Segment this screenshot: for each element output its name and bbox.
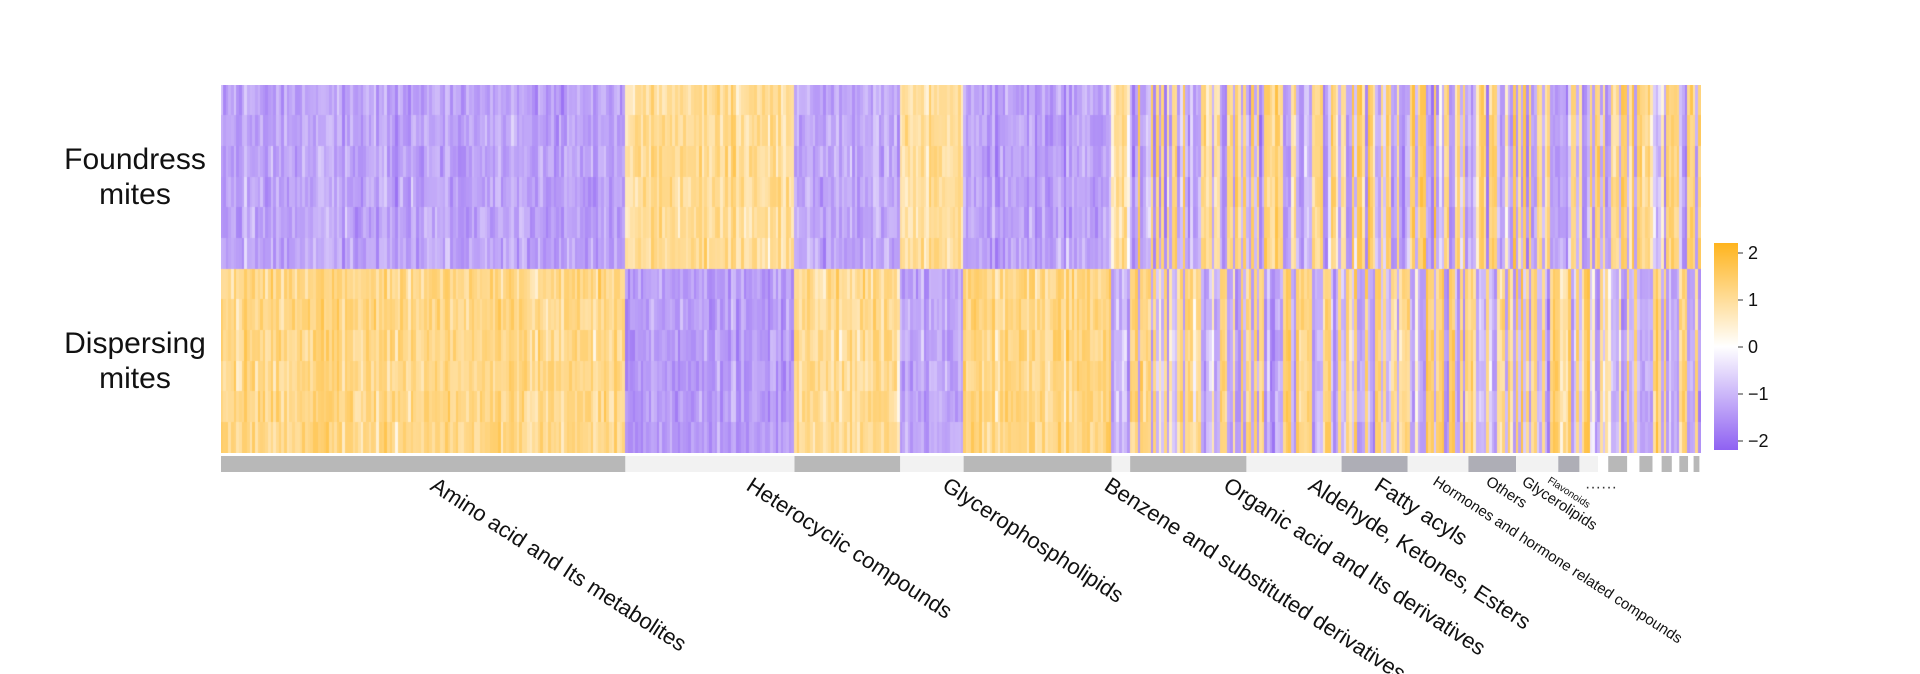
row-group-label-foundress: Foundress mites	[35, 142, 235, 212]
category-annotation-segment	[1407, 456, 1469, 472]
category-annotation-segment	[1130, 456, 1247, 472]
category-ellipsis: ······	[1585, 479, 1617, 496]
category-annotation-segment	[1693, 456, 1700, 472]
row-group-label-line: mites	[99, 178, 171, 211]
category-annotation-segment	[1111, 456, 1131, 472]
category-annotation-segment	[900, 456, 964, 472]
category-annotation-bar	[221, 456, 1700, 472]
category-annotation-segment	[1579, 456, 1598, 472]
color-scale-tick-label: 0	[1748, 337, 1758, 357]
category-annotation-segment	[625, 456, 795, 472]
category-annotation-segment	[1661, 456, 1672, 472]
row-group-label-line: Dispersing	[64, 327, 206, 360]
category-annotation-segment	[1608, 456, 1628, 472]
color-scale-tick-label: 1	[1748, 290, 1758, 310]
category-label: Amino acid and Its metabolites	[426, 472, 691, 656]
category-label: Heterocyclic compounds	[742, 472, 957, 624]
category-annotation-segment	[963, 456, 1112, 472]
category-annotation-segment	[1558, 456, 1580, 472]
category-annotation-segment	[1468, 456, 1516, 472]
category-annotation-segment	[1246, 456, 1342, 472]
color-scale-ticks: 2 1 0 −1 −2	[1738, 243, 1769, 451]
category-annotation-segment	[1341, 456, 1408, 472]
heatmap-cells	[221, 85, 1701, 453]
category-annotation-segment	[1679, 456, 1689, 472]
category-labels: Amino acid and Its metabolites Heterocycl…	[426, 472, 1685, 674]
color-scale-tick-label: −2	[1748, 431, 1769, 451]
row-group-label-dispersing: Dispersing mites	[35, 326, 235, 396]
color-scale-tick-label: 2	[1748, 243, 1758, 263]
color-scale-tick-label: −1	[1748, 384, 1769, 404]
category-annotation-segment	[221, 456, 626, 472]
color-scale-bar: 2 1 0 −1 −2	[1714, 243, 1769, 451]
category-annotation-segment	[794, 456, 901, 472]
category-annotation-segment	[1639, 456, 1653, 472]
color-scale-gradient	[1714, 243, 1738, 450]
row-group-label-line: mites	[99, 362, 171, 395]
row-group-label-line: Foundress	[64, 143, 206, 176]
category-annotation-segment	[1516, 456, 1559, 472]
